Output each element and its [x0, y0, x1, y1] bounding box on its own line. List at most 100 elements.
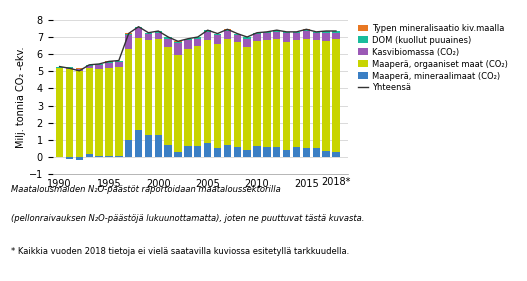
Bar	[214, 148, 221, 157]
Bar	[115, 61, 123, 62]
Bar	[66, 69, 73, 157]
Bar	[174, 42, 182, 43]
Bar	[302, 31, 310, 39]
Bar	[214, 44, 221, 148]
Bar	[174, 152, 182, 157]
Bar	[214, 34, 221, 35]
Bar	[154, 135, 162, 157]
Bar	[293, 40, 300, 147]
Bar	[313, 40, 320, 148]
Text: 2018*: 2018*	[321, 177, 350, 187]
Bar	[194, 38, 201, 46]
Bar	[125, 140, 132, 157]
Bar	[135, 38, 142, 130]
Bar	[302, 39, 310, 148]
Bar	[204, 30, 211, 31]
Bar	[233, 42, 241, 147]
Bar	[233, 35, 241, 42]
Bar	[164, 47, 172, 145]
Bar	[154, 31, 162, 33]
Bar	[174, 55, 182, 152]
Bar	[223, 145, 231, 157]
Bar	[333, 39, 340, 152]
Bar	[164, 37, 172, 38]
Bar	[95, 69, 103, 156]
Bar	[223, 38, 231, 145]
Bar	[223, 30, 231, 31]
Bar	[293, 33, 300, 40]
Bar	[253, 41, 261, 146]
Bar	[302, 148, 310, 157]
Bar	[115, 67, 123, 156]
Bar	[154, 33, 162, 38]
Bar	[283, 42, 290, 150]
Bar	[194, 37, 201, 38]
Bar	[115, 156, 123, 157]
Bar	[85, 66, 93, 68]
Bar	[283, 150, 290, 157]
Bar	[283, 33, 290, 42]
Bar	[204, 30, 211, 32]
Bar	[66, 157, 73, 159]
Bar	[95, 65, 103, 69]
Bar	[105, 62, 113, 63]
Bar	[85, 154, 93, 157]
Bar	[125, 49, 132, 140]
Bar	[135, 130, 142, 157]
Bar	[263, 32, 270, 33]
Bar	[253, 146, 261, 157]
Bar	[76, 69, 83, 71]
Bar	[135, 27, 142, 28]
Bar	[125, 35, 132, 49]
Bar	[263, 40, 270, 147]
Bar	[243, 38, 251, 47]
Bar	[323, 33, 330, 41]
Bar	[243, 37, 251, 38]
Bar	[273, 30, 280, 32]
Bar	[76, 157, 83, 160]
Bar	[323, 31, 330, 33]
Bar	[273, 32, 280, 38]
Bar	[76, 71, 83, 157]
Bar	[115, 60, 123, 61]
Bar	[302, 29, 310, 30]
Bar	[85, 68, 93, 154]
Bar	[174, 41, 182, 42]
Bar	[145, 33, 152, 34]
Bar	[164, 145, 172, 157]
Bar	[125, 33, 132, 34]
Bar	[105, 156, 113, 157]
Bar	[145, 135, 152, 157]
Bar	[223, 29, 231, 30]
Bar	[184, 49, 192, 146]
Bar	[174, 43, 182, 55]
Bar	[76, 68, 83, 69]
Bar	[56, 67, 63, 68]
Bar	[263, 33, 270, 40]
Bar	[184, 40, 192, 49]
Legend: Typen mineralisaatio kiv.maalla, DOM (kuollut puuaines), Kasvibiomassa (CO₂), Ma: Typen mineralisaatio kiv.maalla, DOM (ku…	[358, 24, 508, 92]
Bar	[115, 62, 123, 67]
Bar	[323, 41, 330, 151]
Bar	[214, 35, 221, 44]
Bar	[145, 40, 152, 135]
Bar	[313, 148, 320, 157]
Bar	[95, 156, 103, 157]
Bar	[164, 38, 172, 47]
Bar	[135, 28, 142, 38]
Text: * Kaikkia vuoden 2018 tietoja ei vielä saatavilla kuviossa esitetyllä tarkkuudel: * Kaikkia vuoden 2018 tietoja ei vielä s…	[11, 247, 349, 256]
Bar	[302, 30, 310, 31]
Bar	[204, 143, 211, 157]
Bar	[323, 151, 330, 157]
Text: (pellonraivauksen N₂O-päästöjä lukuunottamatta), joten ne puuttuvat tästä kuvast: (pellonraivauksen N₂O-päästöjä lukuunott…	[11, 214, 364, 223]
Bar	[243, 47, 251, 150]
Bar	[204, 32, 211, 40]
Bar	[273, 147, 280, 157]
Bar	[184, 39, 192, 40]
Bar	[273, 30, 280, 31]
Bar	[293, 32, 300, 33]
Y-axis label: Milj. tonnia CO₂ -ekv.: Milj. tonnia CO₂ -ekv.	[16, 46, 26, 148]
Bar	[204, 40, 211, 143]
Bar	[233, 34, 241, 35]
Bar	[253, 34, 261, 41]
